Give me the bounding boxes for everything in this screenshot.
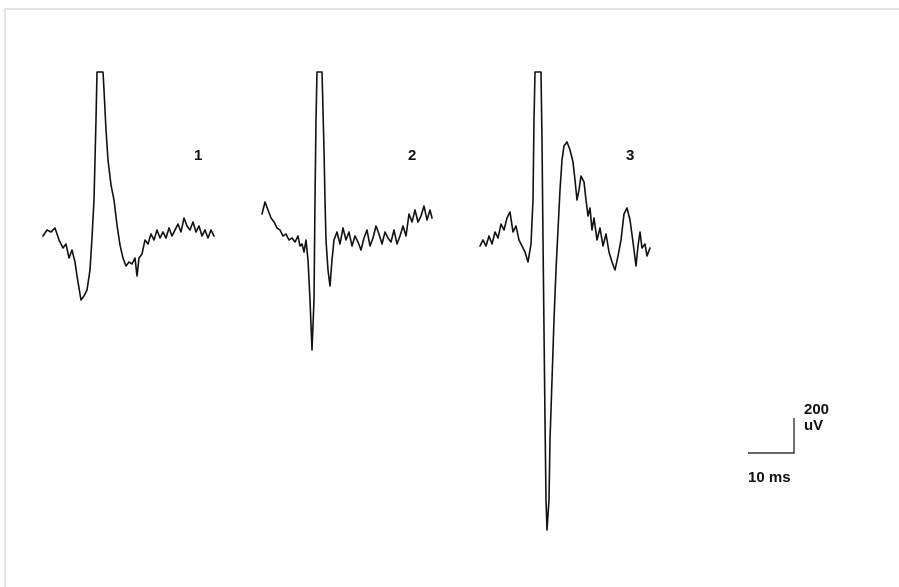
scale-bar: 200 uV 10 ms — [748, 401, 829, 486]
waveform-2: 2 — [261, 71, 433, 351]
waveform-3: 3 — [479, 71, 651, 531]
waveform-2-trace — [261, 71, 433, 351]
waveform-1-trace — [42, 71, 215, 301]
scale-bar-amplitude-value: 200 — [804, 401, 829, 418]
scale-bar-amplitude-unit: uV — [804, 417, 823, 434]
waveform-3-label: 3 — [626, 147, 634, 164]
scale-bar-lines — [748, 418, 795, 454]
waveform-1-label: 1 — [194, 147, 202, 164]
waveform-1: 1 — [42, 71, 215, 301]
scale-bar-time-label: 10 ms — [748, 469, 791, 486]
waveform-2-label: 2 — [408, 147, 416, 164]
waveform-3-trace — [479, 71, 651, 531]
